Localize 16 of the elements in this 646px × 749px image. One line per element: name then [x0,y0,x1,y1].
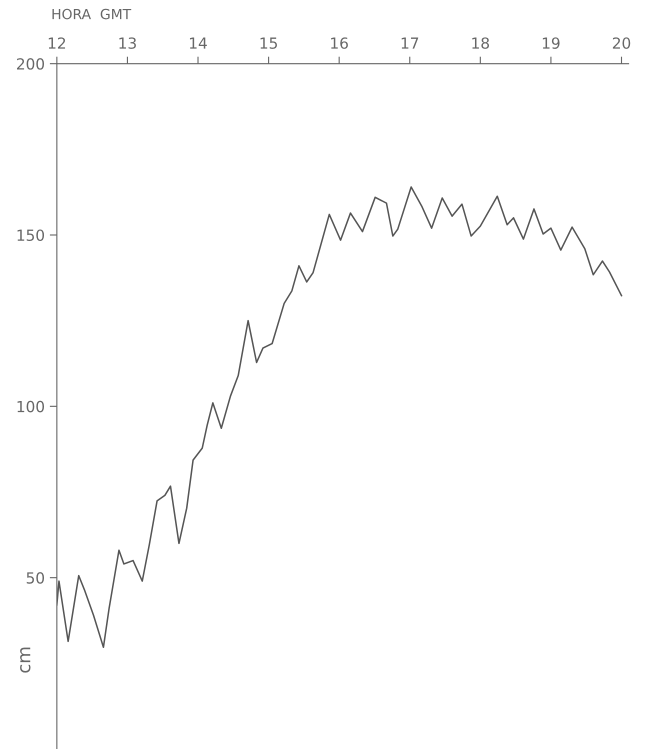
x-tick-label: 20 [612,37,630,49]
x-tick-label: 12 [48,37,66,49]
x-tick-label: 19 [542,37,560,49]
y-tick-label: 200 [17,58,44,70]
y-axis-title: cm [20,648,30,673]
x-axis-title: HORA GMT [52,8,132,20]
x-tick-label: 18 [472,37,490,49]
x-tick-label: 17 [402,38,418,49]
y-tick-label: 100 [18,400,44,412]
y-tick-label: 50 [26,572,44,584]
x-tick-label: 14 [190,38,207,49]
x-tick-label: 13 [119,37,136,49]
y-tick-label: 150 [18,229,44,242]
x-tick-label: 15 [260,38,277,49]
line-series [56,186,622,648]
x-tick-label: 16 [331,37,348,49]
